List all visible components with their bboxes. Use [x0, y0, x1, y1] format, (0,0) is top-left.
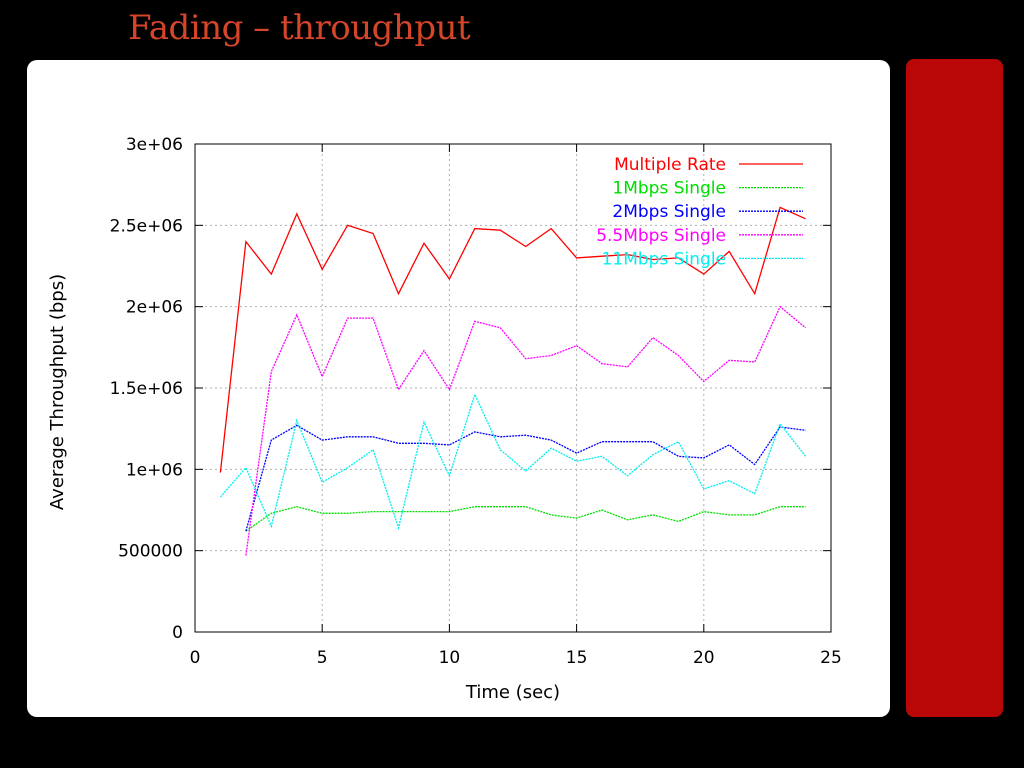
legend-label: 11Mbps Single — [602, 249, 726, 269]
throughput-chart: 0 5 10 15 20 25 0 500000 1e+06 1.5e+06 2e+06 2.5e+0… — [47, 135, 842, 703]
y-tick-label: 500000 — [118, 542, 183, 562]
y-axis-label: Average Throughput (bps) — [47, 274, 68, 510]
x-tick-label: 25 — [820, 648, 842, 668]
x-tick-label: 15 — [566, 648, 588, 668]
y-tick-label: 1.5e+06 — [110, 379, 183, 399]
plot-panel: 0 5 10 15 20 25 0 500000 1e+06 1.5e+06 2e+06 2.5e+0… — [27, 60, 890, 717]
x-tick-label: 20 — [693, 648, 715, 668]
series-line-4 — [245, 305, 807, 556]
x-tick-label: 5 — [317, 648, 328, 668]
y-tick-label: 1e+06 — [126, 460, 183, 480]
axis-ticks: 0 5 10 15 20 25 0 500000 1e+06 1.5e+06 2e+06 2.5e+0… — [110, 135, 842, 668]
legend-label: Multiple Rate — [614, 155, 726, 175]
legend: Multiple Rate 1Mbps Single 2Mbps Single 5.5… — [596, 155, 803, 269]
legend-label: 5.5Mbps Single — [596, 226, 726, 246]
y-tick-label: 0 — [172, 623, 183, 643]
x-tick-label: 0 — [190, 648, 201, 668]
grid-lines — [195, 144, 831, 632]
legend-label: 1Mbps Single — [612, 179, 726, 199]
x-tick-label: 10 — [439, 648, 461, 668]
x-axis-label: Time (sec) — [465, 682, 560, 703]
legend-label: 2Mbps Single — [612, 202, 726, 222]
y-tick-label: 3e+06 — [126, 135, 183, 155]
series-line-5 — [219, 392, 807, 531]
series-line-1 — [219, 206, 806, 473]
slide-title: Fading – throughput — [128, 8, 471, 48]
series-line-3 — [245, 424, 806, 532]
series-line-2 — [245, 506, 806, 532]
y-tick-label: 2.5e+06 — [110, 216, 183, 236]
y-tick-label: 2e+06 — [126, 298, 183, 318]
accent-bar — [906, 59, 1003, 717]
series-lines — [219, 206, 807, 556]
